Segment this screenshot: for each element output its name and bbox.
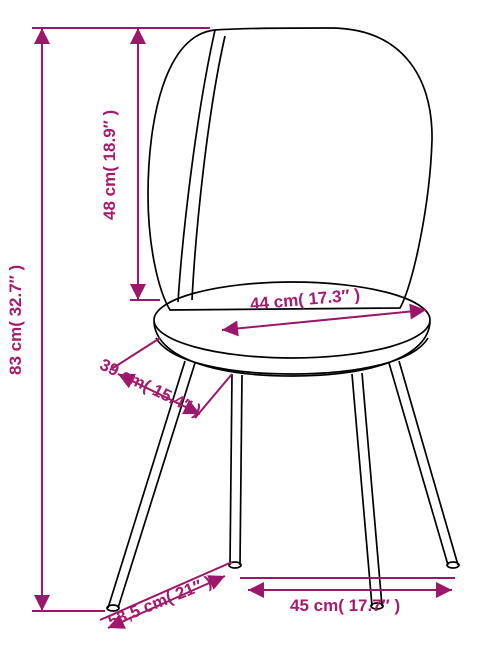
txt: 44 cm — [249, 291, 299, 314]
txt: ( 18.9″ ) — [100, 110, 119, 172]
txt: ( 32.7″ ) — [6, 265, 25, 327]
txt: ( 17.7″ ) — [338, 596, 400, 615]
label-overall-height: 83 cm( 32.7″ ) — [6, 240, 26, 400]
label-foot-width: 45 cm( 17.7″ ) — [290, 596, 400, 616]
diagram-svg — [0, 0, 500, 641]
txt: 45 cm — [290, 596, 338, 615]
txt: 48 cm — [100, 172, 119, 220]
txt: 83 cm — [6, 327, 25, 375]
txt: ( 17.3″ ) — [297, 285, 360, 309]
chair-outline — [107, 28, 459, 611]
chair-dimension-diagram: 83 cm( 32.7″ ) 48 cm( 18.9″ ) 44 cm( 17.… — [0, 0, 500, 641]
label-back-height: 48 cm( 18.9″ ) — [100, 85, 120, 245]
